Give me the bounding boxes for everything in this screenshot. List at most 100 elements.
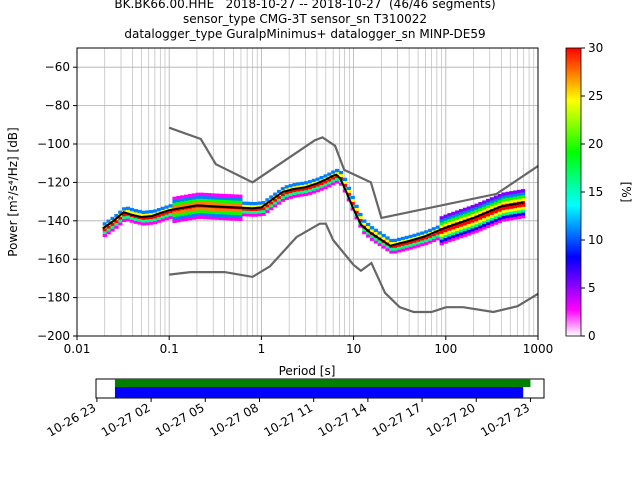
psd-density-cell [443,240,448,244]
time-tick-label: 10-27 11 [261,400,315,439]
psd-density-cell [513,216,518,220]
psd-density-cell [470,210,475,215]
psd-density-cell [486,198,491,203]
psd-density-cell [331,176,336,180]
psd-density-cell [385,236,390,240]
psd-density-cell [458,223,464,227]
psd-density-cell [176,213,181,217]
psd-density-cell [191,193,197,197]
y-tick-label: −80 [45,99,70,113]
psd-density-cell [493,212,499,217]
psd-density-cell [451,237,456,241]
psd-density-cell [478,204,483,209]
colorbar-tick-label: 0 [588,329,596,343]
psd-density-cell [168,212,173,217]
psd-density-cell [168,215,173,220]
psd-density-cell [156,219,162,223]
psd-density-cell [404,241,410,245]
psd-density-cell [393,238,398,243]
psd-density-cell [482,226,487,230]
psd-density-cell [513,193,518,197]
psd-density-cell [493,218,499,222]
psd-density-cell [172,219,177,224]
psd-density-cell [106,228,111,232]
psd-density-cell [145,219,150,223]
psd-density-cell [486,218,491,223]
psd-density-cell [474,209,479,213]
psd-density-cell [234,208,239,213]
psd-density-cell [102,228,107,232]
psd-density-cell [238,197,243,201]
psd-density-cell [509,214,514,218]
psd-density-cell [451,231,456,236]
psd-density-cell [122,213,127,217]
psd-density-cell [331,170,336,174]
psd-density-cell [489,205,495,210]
psd-density-cell [203,210,208,214]
psd-density-cell [451,217,456,221]
psd-density-cell [195,207,200,211]
psd-density-cell [184,211,189,216]
psd-density-cell [505,191,510,196]
psd-density-cell [211,196,216,200]
psd-density-cell [102,222,107,226]
y-axis-ticks: −60 −80 −100 −120 −140 −160 −180 −200 [37,60,77,343]
psd-density-cell [493,198,499,202]
psd-density-cell [226,208,231,212]
psd-density-cell [207,195,212,200]
psd-density-cell [470,228,475,232]
psd-density-cell [129,216,135,220]
chart-title-line-2: sensor_type CMG-3T sensor_sn T310022 [182,12,428,26]
psd-density-cell [389,241,394,246]
psd-density-cell [110,225,115,229]
psd-density-cell [397,243,402,247]
psd-density-cell [520,203,526,207]
psd-density-cell [203,198,208,202]
psd-density-cell [393,250,398,254]
psd-density-cell [319,184,324,188]
psd-density-cell [118,216,123,220]
psd-density-cell [199,212,204,217]
psd-density-cell [451,220,456,224]
psd-density-cell [191,199,197,203]
psd-density-cell [482,206,487,210]
psd-density-cell [513,210,518,214]
psd-density-cell [238,194,243,198]
psd-density-cell [203,213,208,217]
psd-density-cell [327,184,332,188]
psd-density-cell [300,184,305,188]
psd-density-cell [191,213,197,217]
psd-density-cell [443,231,448,236]
x-tick-label: 1000 [523,342,554,356]
psd-density-cell [358,212,363,217]
psd-density-cell [520,191,526,196]
psd-density-cell [238,214,243,219]
psd-density-cell [447,215,452,220]
psd-density-cell [517,209,522,214]
colorbar-tick-label: 25 [588,89,603,103]
psd-density-cell [311,190,317,194]
psd-density-cell [517,192,522,196]
psd-density-cell [482,203,487,207]
colorbar-tick-label: 30 [588,41,603,55]
psd-density-cell [373,231,379,235]
psd-density-cell [257,204,262,208]
time-tick-label: 10-27 02 [99,400,153,439]
y-tick-label: −100 [37,137,70,151]
psd-density-cell [420,234,425,238]
psd-density-cell [133,211,138,216]
psd-density-cell [288,186,293,191]
psd-density-cell [114,222,119,226]
psd-density-cell [307,191,313,195]
psd-density-cell [304,181,309,185]
psd-density-cell [462,216,468,220]
psd-density-cell [187,217,193,221]
psd-density-cell [176,204,181,208]
psd-density-cell [199,201,204,205]
psd-density-cell [462,210,468,214]
x-tick-label: 0.1 [160,342,179,356]
psd-density-cell [211,213,216,217]
psd-density-cell [218,193,224,197]
psd-density-cell [187,193,193,198]
psd-density-cell [427,234,433,238]
